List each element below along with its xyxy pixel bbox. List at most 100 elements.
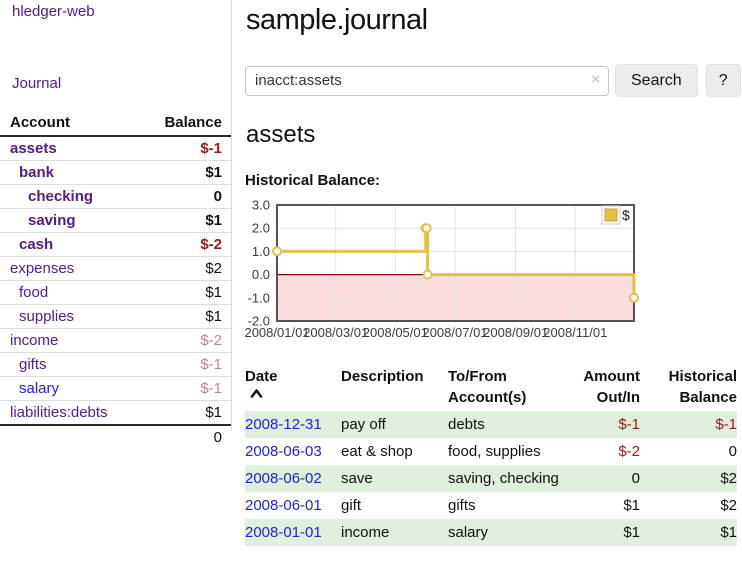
account-balance: $-1 [142,376,231,401]
account-link-liabilities-debts[interactable]: liabilities:debts [10,404,108,421]
account-row: checking 0 [0,184,231,209]
transaction-row: 2008-06-01 gift gifts $1 $2 [245,492,737,519]
accounts-table: Account Balance assets $-1 bank $1 checking 0… [0,112,231,449]
account-link-expenses[interactable]: expenses [10,260,75,277]
legend-color-swatch [604,208,618,222]
transaction-date-link[interactable]: 2008-06-01 [245,497,322,514]
transaction-date-cell: 2008-06-01 [245,492,341,519]
account-link-bank[interactable]: bank [19,164,55,181]
account-row: supplies $1 [0,304,231,329]
transaction-amount: $1 [623,497,640,514]
transaction-date-cell: 2008-01-01 [245,519,341,546]
account-row: food $1 [0,280,231,305]
page-title: sample.journal [246,4,428,36]
x-axis-tick-label: 2008/01/01 [244,325,309,340]
search-button[interactable]: Search [615,64,698,97]
data-point-marker [272,246,282,257]
balance-chart-container: $3.0 2.0 1.0 0.0 -1.0 -2.0 2008/01/01 2008/03/0… [244,197,741,343]
accounts-total-spacer [0,424,143,449]
transaction-date-link[interactable]: 2008-12-31 [245,416,322,433]
account-balance: $-2 [142,328,231,353]
account-balance: $1 [142,304,231,329]
transaction-description: eat & shop [341,443,413,460]
account-column-header: Account [0,112,143,137]
x-axis-tick-label: 2008/11/01 [543,325,607,340]
transaction-balance: 0 [728,443,737,460]
transaction-amount: $-2 [618,443,640,460]
transaction-balance: $2 [720,497,737,514]
account-link-income[interactable]: income [10,332,59,349]
transaction-date-link[interactable]: 2008-06-02 [245,470,322,487]
transaction-date-link[interactable]: 2008-06-03 [245,443,322,460]
account-balance: $2 [142,256,231,281]
account-row: saving $1 [0,208,231,233]
transaction-description: pay off [341,411,448,438]
legend-label: $ [622,207,630,223]
x-axis-tick-label: 2008/05/01 [363,325,428,340]
transaction-row: 2008-06-03 eat & shop food, supplies $-2 0 [245,438,737,465]
clear-search-icon[interactable]: × [591,70,600,88]
x-axis-tick-label: 2008/09/01 [483,325,548,340]
transaction-date-link[interactable]: 2008-01-01 [245,524,322,541]
account-balance: $1 [142,208,231,233]
account-row: cash $-2 [0,232,231,257]
register-table: Date Description To/From Account(s) Amount Ou… [245,364,737,546]
main-content: sample.journal × Search ? assets Histori… [232,0,741,546]
y-axis-tick-label: -1.0 [248,290,270,305]
transaction-accounts: debts [448,411,574,438]
account-link-assets[interactable]: assets [10,140,57,157]
transaction-balance: $1 [640,519,737,546]
page: hledger-web Journal Account Balance asse… [0,0,741,546]
account-balance: $-1 [142,352,231,377]
transaction-description: income [341,519,448,546]
search-input-wrapper: × [245,65,609,96]
accounts-total-row: 0 [0,424,231,449]
account-link-supplies[interactable]: supplies [19,308,75,325]
account-row: expenses $2 [0,256,231,281]
data-point-marker [629,292,639,303]
balance-column-header: Balance [142,112,231,137]
account-row: income $-2 [0,328,231,353]
account-link-saving[interactable]: saving [28,212,76,229]
account-link-gifts[interactable]: gifts [19,356,47,373]
account-link-salary[interactable]: salary [19,380,60,397]
amount-column-header: Amount Out/In [583,368,640,406]
transaction-accounts: salary [448,519,574,546]
y-axis-tick-label: 0.0 [252,267,270,282]
sidebar-item-journal[interactable]: Journal [12,75,62,92]
chart-title: Historical Balance: [245,172,381,189]
date-column-header[interactable]: Date [245,364,341,411]
sort-ascending-icon [250,389,263,398]
transaction-description: gift [341,497,362,514]
accounts-total-value: 0 [142,424,231,449]
account-link-food[interactable]: food [19,284,49,301]
search-input[interactable] [245,65,609,96]
transaction-row: 2008-06-02 save saving, checking 0 $2 [245,465,737,492]
sidebar: hledger-web Journal Account Balance asse… [0,0,232,449]
transaction-amount: $1 [574,519,640,546]
transaction-description: save [341,465,448,492]
help-button[interactable]: ? [705,64,741,97]
x-axis-tick-label: 2008/07/01 [422,325,487,340]
account-row: assets $-1 [0,136,231,161]
account-link-checking[interactable]: checking [28,188,94,205]
search-form: × Search ? [245,64,741,97]
account-row: bank $1 [0,160,231,185]
app-title-link[interactable]: hledger-web [12,3,95,20]
accounts-header-row: Account Balance [0,112,231,137]
account-row: liabilities:debts $1 [0,400,231,425]
account-balance: $-1 [200,140,222,157]
transaction-date-cell: 2008-12-31 [245,411,341,438]
transaction-amount: 0 [574,465,640,492]
transaction-accounts: food, supplies [448,443,541,460]
transaction-date-cell: 2008-06-02 [245,465,341,492]
y-axis-tick-label: 3.0 [252,198,270,213]
account-link-cash[interactable]: cash [19,236,54,253]
accounts-column-header: To/From Account(s) [448,368,527,406]
data-point-marker [421,223,432,234]
transaction-row: 2008-01-01 income salary $1 $1 [245,519,737,546]
transaction-balance: $-1 [640,411,737,438]
transaction-date-cell: 2008-06-03 [245,438,341,465]
transaction-balance: $2 [640,465,737,492]
x-axis-tick-label: 2008/03/01 [303,325,368,340]
